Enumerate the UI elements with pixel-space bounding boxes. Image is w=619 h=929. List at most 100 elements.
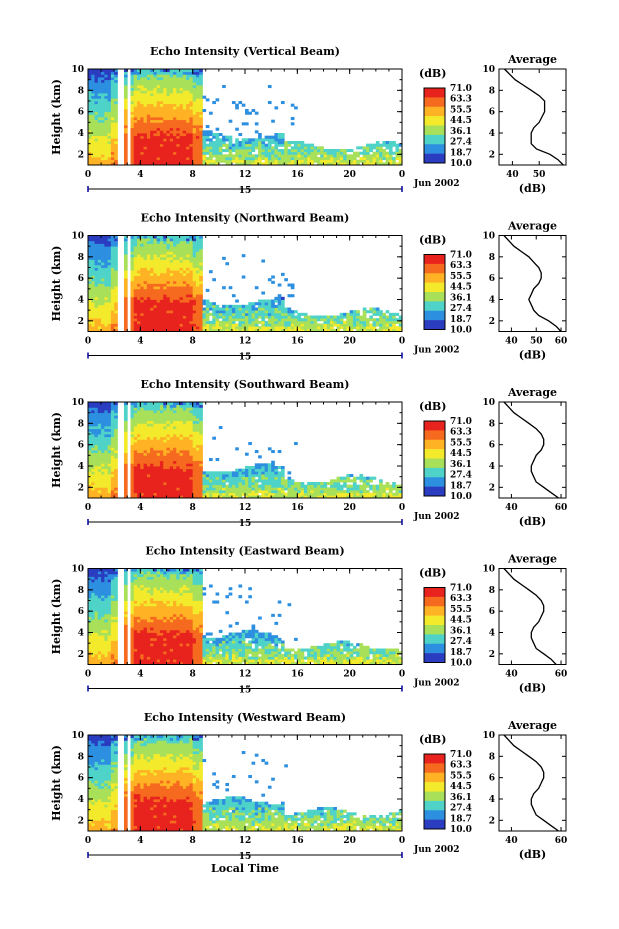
profile-y-tick-label: 4 xyxy=(489,129,495,139)
colorbar-label: 36.1 xyxy=(450,460,472,470)
profile-frame xyxy=(498,235,567,332)
profile-x-tick-label: 40 xyxy=(505,670,518,680)
colorbar-swatch xyxy=(424,106,445,117)
date-label: Jun 2002 xyxy=(413,845,460,855)
colorbar-swatch xyxy=(424,116,445,126)
colorbar-label: 44.5 xyxy=(450,283,472,293)
y-tick-label: 10 xyxy=(71,731,84,741)
colorbar-swatch xyxy=(424,754,445,764)
profile-y-tick-label: 8 xyxy=(489,586,495,596)
echo-field xyxy=(88,402,403,499)
x-tick-label: 4 xyxy=(137,337,143,347)
colorbar-swatch xyxy=(424,606,445,616)
x-tick-label: 20 xyxy=(343,170,356,180)
x-tick-label: 0 xyxy=(85,170,91,180)
x-tick-label: 16 xyxy=(291,836,304,846)
profile-y-tick-label: 6 xyxy=(489,274,495,284)
profile-y-tick-label: 6 xyxy=(489,774,495,784)
x-tick-label: 0 xyxy=(399,503,405,513)
y-tick-label: 4 xyxy=(78,795,84,805)
colorbar-label: 55.5 xyxy=(450,771,472,781)
colorbar-swatch xyxy=(424,134,445,145)
y-tick-label: 8 xyxy=(78,752,84,762)
x-tick-label: 4 xyxy=(137,170,143,180)
colorbar-label: 27.4 xyxy=(450,637,472,647)
profile-y-tick-label: 10 xyxy=(482,731,495,741)
profile-x-label: (dB) xyxy=(519,182,546,195)
colorbar-unit: (dB) xyxy=(419,567,446,580)
colorbar-unit: (dB) xyxy=(419,67,446,80)
colorbar-label: 36.1 xyxy=(450,293,472,303)
colorbar-label: 18.7 xyxy=(450,814,472,824)
colorbar-swatch xyxy=(424,772,445,783)
x-tick-label: 12 xyxy=(239,836,252,846)
colorbar-label: 36.1 xyxy=(450,793,472,803)
colorbar-swatch xyxy=(424,88,445,98)
colorbar-swatch xyxy=(424,791,445,802)
profile-x-label: (dB) xyxy=(519,515,546,528)
profile-y-tick-label: 8 xyxy=(489,86,495,96)
y-tick-label: 2 xyxy=(78,650,84,660)
colorbar-label: 44.5 xyxy=(450,616,472,626)
profile-line xyxy=(503,401,559,499)
colorbar-label: 71.0 xyxy=(450,251,472,261)
colorbar-swatch xyxy=(424,596,445,607)
date-label: Jun 2002 xyxy=(413,679,460,689)
colorbar-swatch xyxy=(424,449,445,459)
colorbar-swatch xyxy=(424,800,445,811)
y-tick-label: 10 xyxy=(71,398,84,408)
profile-title: Average xyxy=(507,719,557,732)
x-tick-label: 0 xyxy=(399,170,405,180)
colorbar-label: 10.0 xyxy=(450,825,472,835)
colorbar-label: 36.1 xyxy=(450,127,472,137)
colorbar-label: 18.7 xyxy=(450,648,472,658)
profile-x-tick-label: 40 xyxy=(505,337,518,347)
profile-x-tick-label: 60 xyxy=(555,337,568,347)
profile-y-tick-label: 2 xyxy=(489,816,495,826)
colorbar-swatch xyxy=(424,587,445,598)
x-tick-label: 8 xyxy=(190,836,196,846)
colorbar-unit: (dB) xyxy=(419,400,446,413)
colorbar-label: 10.0 xyxy=(450,326,472,336)
y-tick-label: 10 xyxy=(71,232,84,242)
x-tick-label: 0 xyxy=(85,337,91,347)
colorbar-label: 18.7 xyxy=(450,481,472,491)
profile-line xyxy=(503,235,562,332)
y-tick-label: 2 xyxy=(78,483,84,493)
y-tick-label: 6 xyxy=(78,774,84,784)
profile-y-tick-label: 10 xyxy=(482,232,495,242)
date-label: Jun 2002 xyxy=(413,346,460,356)
panel-title: Echo Intensity (Eastward Beam) xyxy=(145,545,344,558)
x-tick-label: 0 xyxy=(85,670,91,680)
colorbar-label: 63.3 xyxy=(450,594,472,604)
profile-x-tick-label: 60 xyxy=(555,836,568,846)
colorbar-label: 63.3 xyxy=(450,761,472,771)
y-tick-label: 4 xyxy=(78,129,84,139)
x-tick-label: 0 xyxy=(399,836,405,846)
panel-5: Echo Intensity (Westward Beam) 0 4 8 12 16 20 0… xyxy=(50,711,567,862)
colorbar-swatch xyxy=(424,467,445,478)
profile-y-tick-label: 2 xyxy=(489,317,495,327)
profile-y-tick-label: 10 xyxy=(482,565,495,575)
profile-x-tick-label: 50 xyxy=(533,170,546,180)
panel-1: Echo Intensity (Vertical Beam) 0 4 8 12 16 20 0… xyxy=(50,45,567,196)
colorbar-swatch xyxy=(424,653,445,663)
colorbar-label: 44.5 xyxy=(450,449,472,459)
profile-frame xyxy=(498,734,567,832)
colorbar-swatch xyxy=(424,458,445,469)
colorbar-label: 18.7 xyxy=(450,148,472,158)
profile-y-tick-label: 4 xyxy=(489,795,495,805)
colorbar-label: 18.7 xyxy=(450,315,472,325)
profile-frame xyxy=(498,68,567,166)
x-tick-label: 16 xyxy=(291,670,304,680)
profile-x-tick-label: 60 xyxy=(555,503,568,513)
profile-y-tick-label: 4 xyxy=(489,462,495,472)
profile-title: Average xyxy=(507,553,557,566)
y-tick-label: 10 xyxy=(71,65,84,75)
profile-title: Average xyxy=(507,53,557,66)
colorbar-swatch xyxy=(424,320,445,330)
colorbar-label: 63.3 xyxy=(450,261,472,271)
y-tick-label: 4 xyxy=(78,296,84,306)
y-tick-label: 10 xyxy=(71,565,84,575)
profile-frame xyxy=(498,401,567,499)
